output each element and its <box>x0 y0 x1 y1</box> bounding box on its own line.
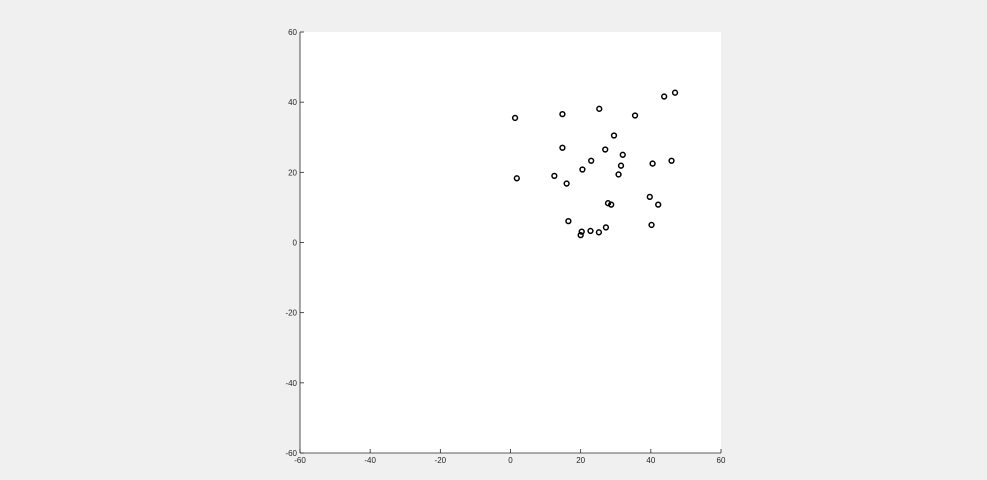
y-tick-label: -60 <box>285 449 297 458</box>
data-point <box>565 217 572 225</box>
data-point <box>563 180 570 187</box>
x-tick-label: 60 <box>717 456 726 465</box>
data-point <box>617 162 625 169</box>
data-point <box>615 171 622 178</box>
x-tick-label: 20 <box>576 456 585 465</box>
data-point <box>646 193 653 201</box>
data-point <box>588 157 595 164</box>
y-tick-label: 20 <box>288 168 297 177</box>
x-tick-label: 40 <box>646 456 655 465</box>
data-point <box>610 132 618 139</box>
x-tick-label: -40 <box>364 456 376 465</box>
y-tick-label: 0 <box>293 239 298 248</box>
x-tick-label: -60 <box>294 456 306 465</box>
y-tick-label: -40 <box>285 379 297 388</box>
data-point <box>577 231 584 239</box>
x-tick-label: -20 <box>435 456 447 465</box>
data-point <box>608 201 615 208</box>
data-point <box>619 151 626 158</box>
data-point <box>579 166 586 173</box>
y-tick-label: 40 <box>288 98 297 107</box>
x-tick-label: 0 <box>508 456 513 465</box>
data-point <box>596 105 603 112</box>
data-point <box>595 229 603 236</box>
data-point <box>631 112 639 119</box>
data-point <box>602 146 609 153</box>
data-point <box>513 175 520 182</box>
data-point <box>551 172 558 179</box>
data-point <box>602 224 610 231</box>
ticks: -60 -40 -20 0 20 40 60 -60 -40 -20 0 20 40 60 <box>285 28 726 465</box>
data-point <box>655 201 662 208</box>
data-point <box>671 89 679 96</box>
data-point <box>511 114 519 122</box>
data-point <box>661 93 668 100</box>
data-point <box>649 160 656 167</box>
data-point <box>559 144 566 151</box>
data-point <box>668 157 675 164</box>
data-point <box>587 227 594 235</box>
y-tick-label: -20 <box>285 309 297 318</box>
data-point <box>578 228 585 235</box>
data-points <box>511 89 679 239</box>
data-point <box>559 110 566 118</box>
data-point <box>604 200 612 207</box>
y-tick-label: 60 <box>288 28 297 37</box>
data-point <box>648 221 655 229</box>
plot-area <box>300 32 721 453</box>
